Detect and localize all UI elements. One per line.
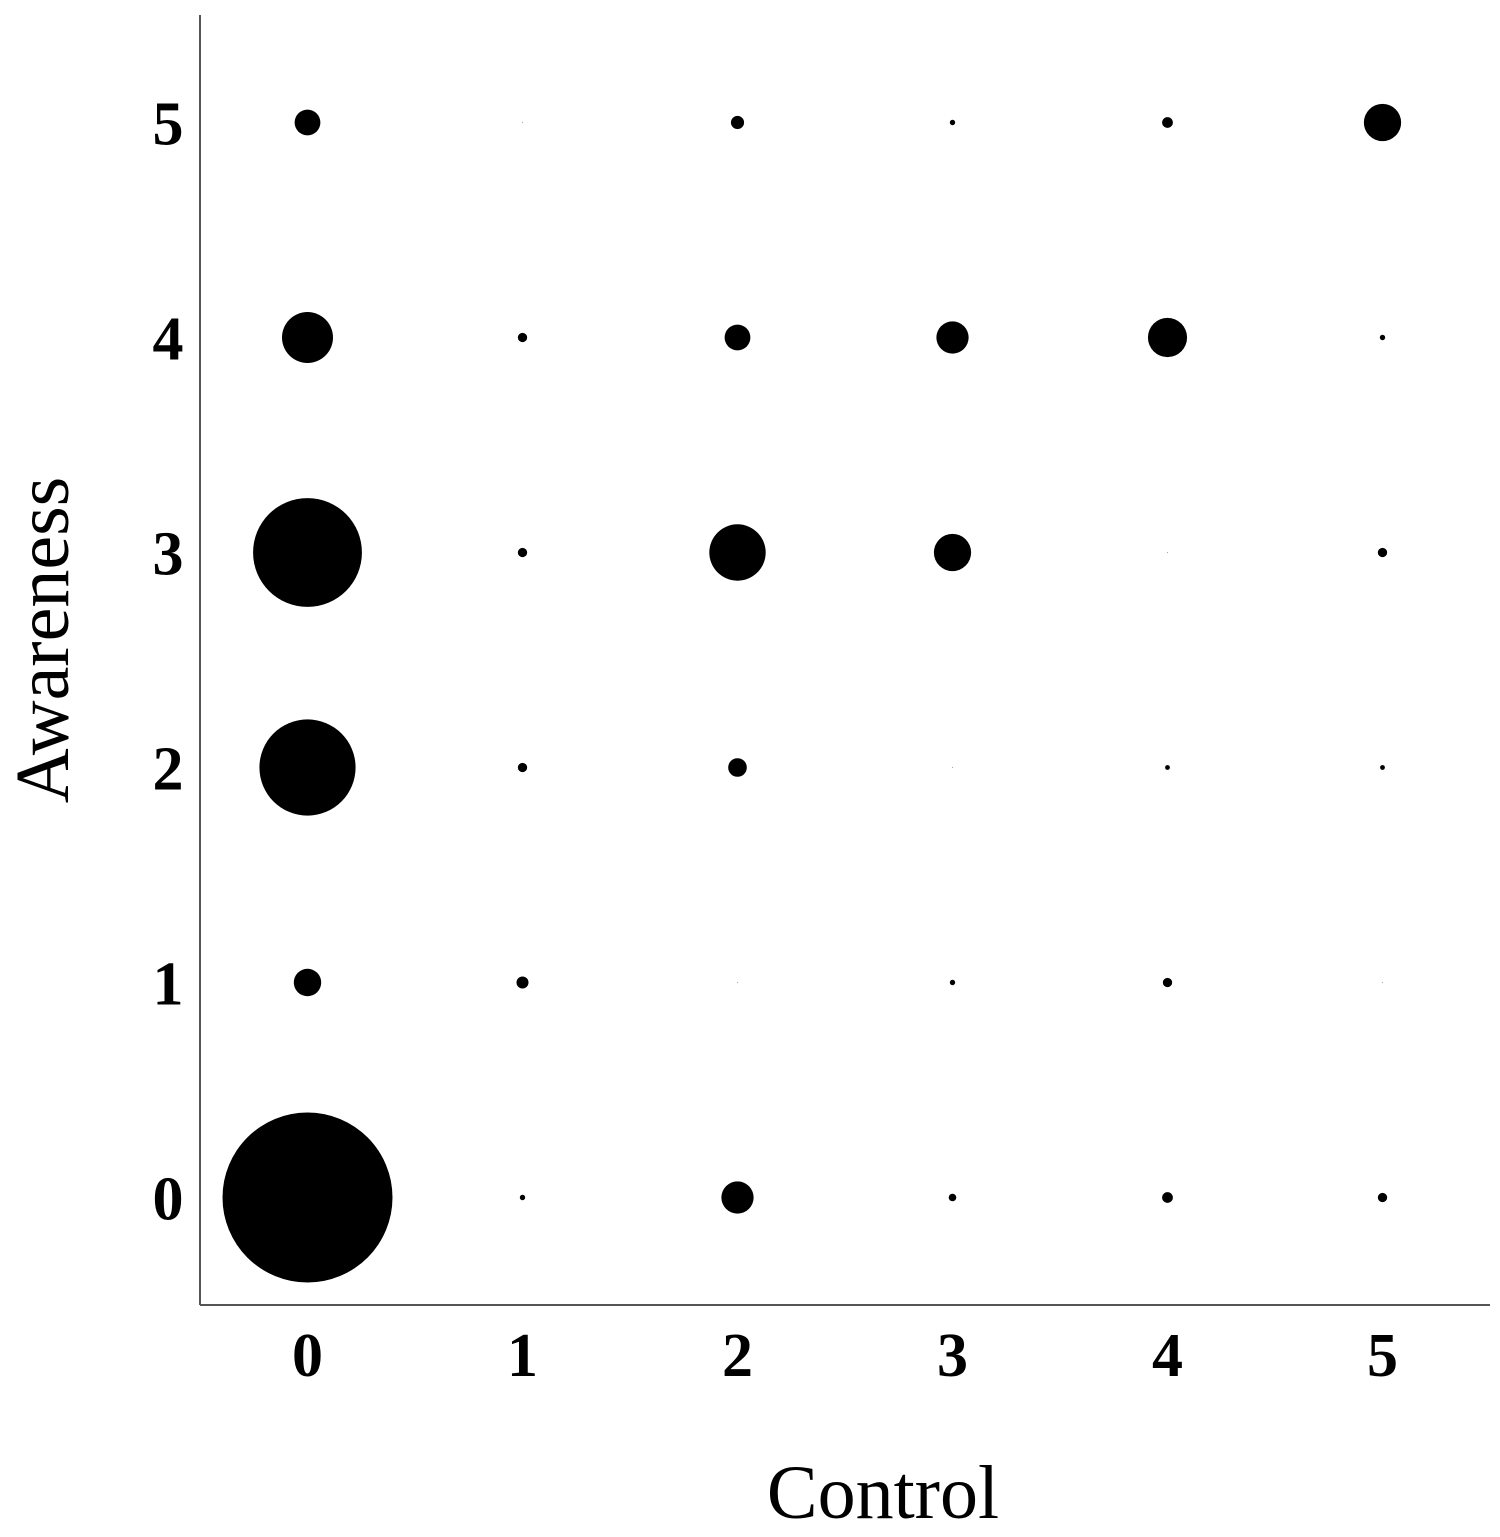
bubble-point-x3-y1 (949, 979, 956, 986)
bubble-point-x0-y0 (222, 1112, 393, 1283)
y-tick-label: 0 (153, 1166, 184, 1234)
bubble-point-x5-y0 (1377, 1192, 1388, 1203)
bubble-point-x0-y3 (253, 498, 362, 607)
bubble-point-x5-y2 (1380, 765, 1385, 770)
y-tick-labels: 0 1 2 3 4 5 (153, 91, 184, 1234)
y-axis-title: Awareness (1, 477, 85, 803)
bubble-point-x3-y3 (933, 533, 972, 572)
bubble-point-x1-y3 (517, 547, 528, 558)
x-tick-labels: 0 1 2 3 4 5 (292, 1322, 1398, 1390)
y-tick-label: 5 (153, 91, 184, 159)
bubble-point-x3-y0 (948, 1193, 957, 1202)
bubble-point-x4-y5 (1162, 117, 1173, 128)
x-tick-label: 1 (507, 1322, 538, 1390)
bubble-point-x5-y3 (1377, 547, 1388, 558)
bubble-point-x1-y5 (521, 121, 524, 124)
bubble-point-x1-y4 (517, 332, 528, 343)
y-tick-label: 4 (153, 306, 184, 374)
bubble-point-x0-y1 (293, 968, 322, 997)
bubble-point-x0-y4 (282, 312, 333, 363)
bubble-point-x3-y2 (951, 766, 954, 769)
bubble-point-x3-y5 (949, 119, 956, 126)
bubble-point-x2-y0 (721, 1181, 754, 1214)
bubble-point-x1-y1 (516, 976, 529, 989)
x-tick-label: 4 (1152, 1322, 1183, 1390)
bubble-point-x0-y5 (294, 109, 321, 136)
x-tick-label: 5 (1367, 1322, 1398, 1390)
bubble-point-x2-y1 (736, 981, 739, 984)
y-tick-label: 2 (153, 736, 184, 804)
bubble-point-x0-y2 (259, 719, 356, 816)
bubble-point-x2-y4 (724, 324, 751, 351)
bubble-point-x2-y3 (709, 524, 766, 581)
bubble-point-x4-y2 (1165, 765, 1170, 770)
x-tick-label: 2 (722, 1322, 753, 1390)
y-tick-label: 3 (153, 521, 184, 589)
x-tick-label: 0 (292, 1322, 323, 1390)
bubble-point-x2-y5 (730, 115, 745, 130)
bubble-point-x5-y4 (1379, 334, 1386, 341)
bubble-point-x4-y4 (1147, 317, 1188, 358)
bubble-point-x3-y4 (936, 321, 969, 354)
x-axis-title: Control (767, 1451, 999, 1535)
bubble-point-x1-y0 (519, 1194, 526, 1201)
x-tick-label: 3 (937, 1322, 968, 1390)
bubble-point-x1-y2 (517, 762, 528, 773)
bubble-point-x5-y1 (1381, 981, 1384, 984)
bubble-point-x2-y2 (728, 758, 747, 777)
bubble-point-x4-y0 (1162, 1192, 1173, 1203)
y-tick-label: 1 (153, 951, 184, 1019)
bubble-point-x4-y1 (1162, 977, 1173, 988)
bubble-point-x4-y3 (1166, 551, 1169, 554)
bubble-layer (222, 103, 1402, 1283)
bubble-point-x5-y5 (1363, 103, 1402, 142)
